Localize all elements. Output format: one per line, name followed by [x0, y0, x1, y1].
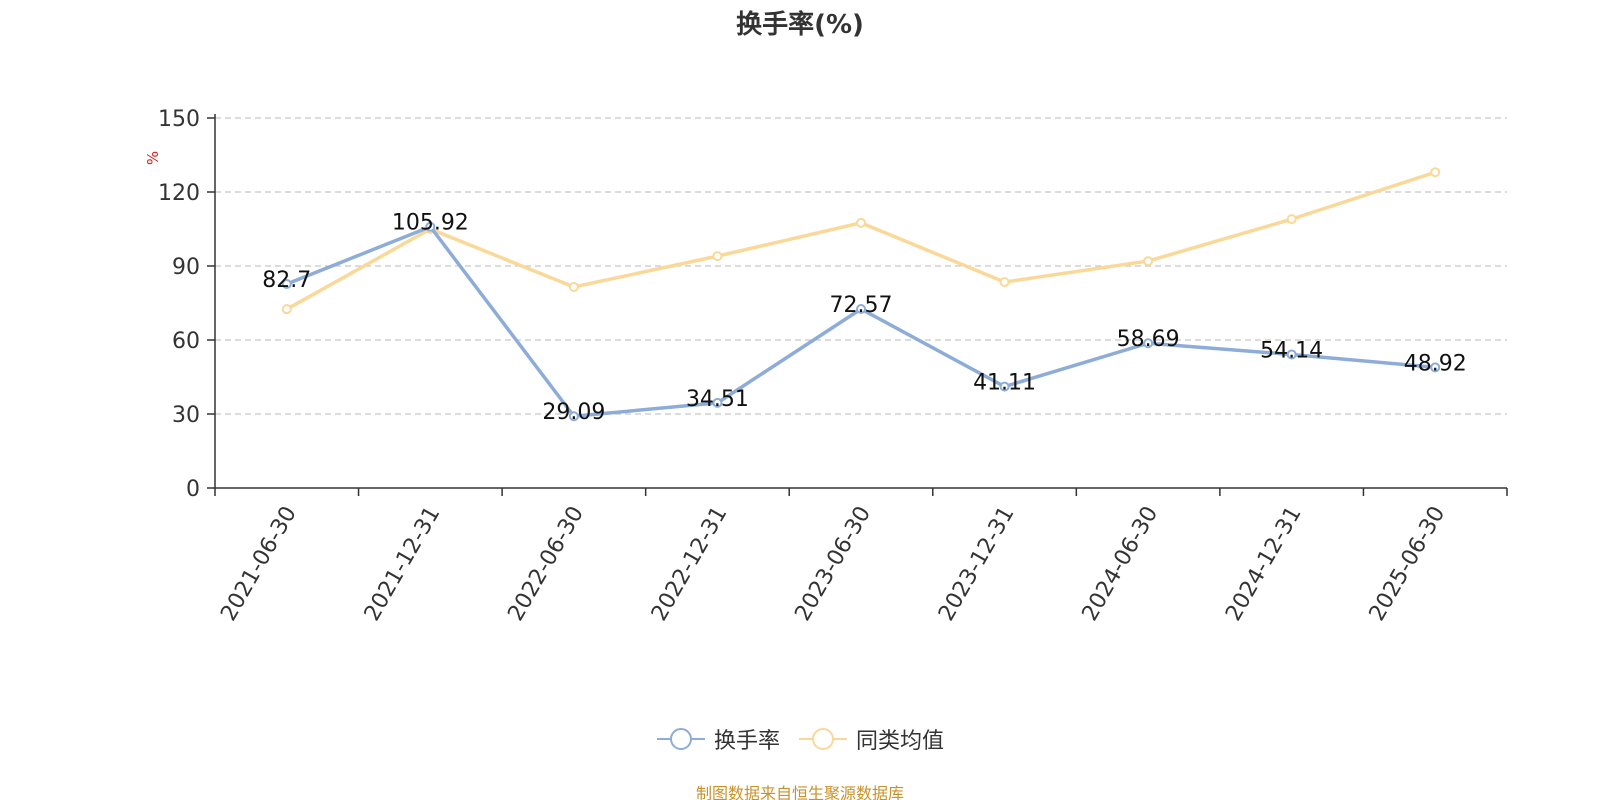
- data-point-turnover[interactable]: [999, 381, 1010, 392]
- legend-item-turnover[interactable]: 换手率: [656, 723, 780, 755]
- x-tick-label: 2022-06-30: [503, 502, 589, 625]
- data-label: 54.14: [1260, 338, 1323, 363]
- y-tick-label: 120: [158, 181, 200, 206]
- data-label: 48.92: [1404, 351, 1467, 376]
- data-label: 58.69: [1117, 327, 1180, 352]
- legend-label-turnover: 换手率: [713, 729, 780, 754]
- data-point-turnover[interactable]: [425, 221, 436, 232]
- data-point-turnover[interactable]: [568, 411, 579, 422]
- legend-label-peer-average: 同类均值: [856, 729, 945, 754]
- legend-turnover-line-icon: [656, 728, 705, 750]
- data-point-peer-average[interactable]: [281, 304, 292, 315]
- chart-title: 换手率(%): [736, 10, 864, 40]
- data-labels: 82.7 105.92 29.09 34.51 72.57 41.11 58.69 54.14…: [262, 211, 1466, 426]
- grid-lines: [215, 117, 1507, 415]
- y-tick-label: 60: [172, 329, 200, 354]
- data-point-turnover[interactable]: [712, 397, 723, 408]
- y-axis-unit-label: %: [144, 151, 162, 165]
- data-point-peer-average[interactable]: [568, 281, 579, 292]
- data-label: 41.11: [973, 371, 1036, 396]
- data-point-peer-average[interactable]: [712, 251, 723, 262]
- x-tick-label: 2023-06-30: [790, 502, 876, 625]
- data-label: 34.51: [686, 387, 749, 412]
- series-line-peer-average: [285, 170, 1437, 311]
- x-tick-label: 2021-12-31: [360, 502, 446, 625]
- data-label: 82.7: [262, 268, 311, 293]
- x-tick-label: 2022-12-31: [647, 502, 733, 625]
- data-label: 29.09: [542, 400, 605, 425]
- legend-item-peer-average[interactable]: 同类均值: [798, 723, 944, 755]
- x-tick-label: 2025-06-30: [1365, 502, 1451, 625]
- x-tick-label: 2024-06-30: [1078, 502, 1164, 625]
- y-tick-label: 0: [186, 477, 200, 502]
- data-label: 105.92: [392, 211, 469, 236]
- y-tick-label: 30: [172, 403, 200, 428]
- source-note: 制图数据来自恒生聚源数据库: [695, 784, 904, 800]
- x-tick-label: 2024-12-31: [1221, 502, 1307, 625]
- data-point-turnover[interactable]: [856, 303, 866, 314]
- data-point-turnover[interactable]: [1286, 349, 1297, 360]
- data-point-peer-average[interactable]: [856, 217, 866, 228]
- x-tick-label: 2023-12-31: [934, 502, 1020, 625]
- y-tick-label: 150: [158, 107, 200, 132]
- data-label: 72.57: [830, 293, 893, 318]
- legend: 换手率 同类均值: [0, 721, 1600, 757]
- axes: 0 30 60 90 120 150% 2021-06-30 2021-12-31 2022-0…: [144, 107, 1508, 625]
- legend-peer-average-line-icon: [799, 728, 847, 750]
- data-series: [281, 167, 1441, 422]
- data-point-turnover[interactable]: [1143, 338, 1154, 349]
- data-point-peer-average[interactable]: [1286, 214, 1297, 225]
- data-point-peer-average[interactable]: [999, 277, 1010, 288]
- x-tick-label: 2021-06-30: [216, 502, 302, 625]
- data-point-peer-average[interactable]: [1430, 167, 1441, 178]
- data-point-turnover[interactable]: [281, 279, 292, 290]
- data-point-peer-average[interactable]: [1143, 256, 1154, 267]
- series-line-turnover: [285, 224, 1437, 418]
- data-point-turnover[interactable]: [1430, 362, 1441, 373]
- y-tick-label: 90: [172, 255, 200, 280]
